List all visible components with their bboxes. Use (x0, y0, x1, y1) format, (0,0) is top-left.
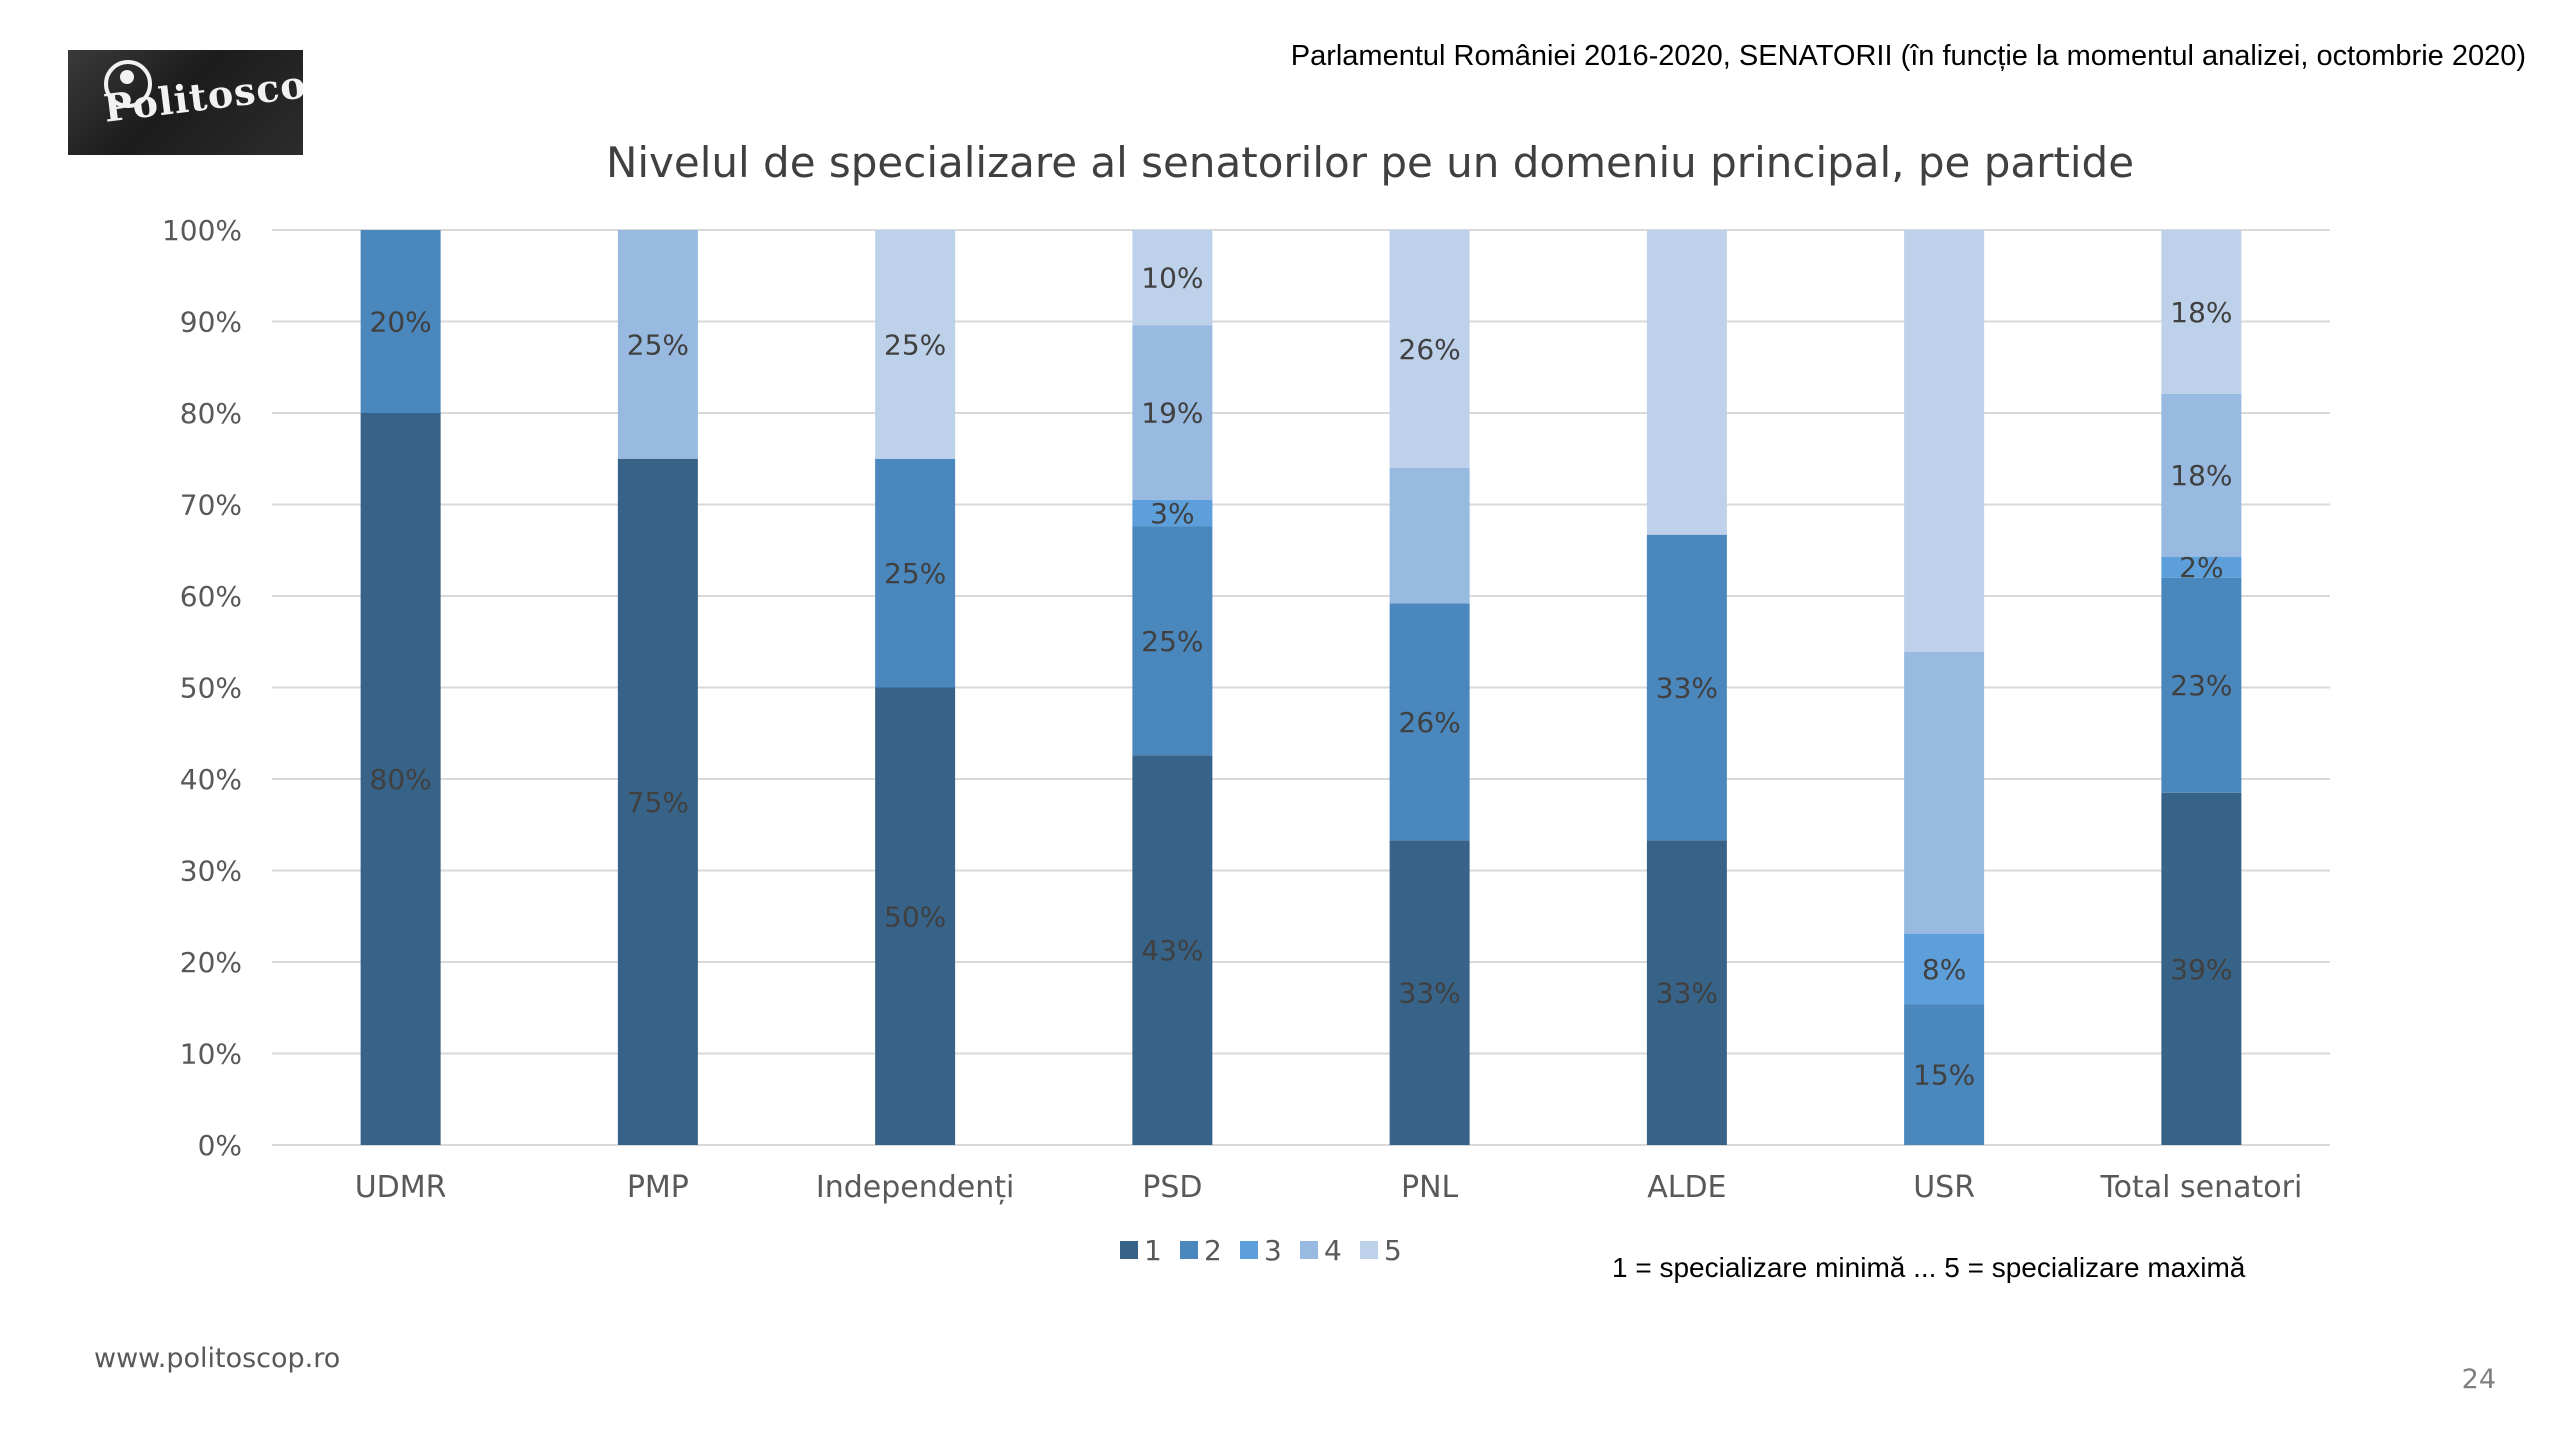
bar-segment (875, 458, 956, 688)
bar-segment (1646, 840, 1727, 1145)
data-label: 25% (627, 328, 689, 361)
bar-segment (2161, 556, 2242, 578)
y-tick-label: 10% (180, 1038, 242, 1071)
x-tick-label: PNL (1401, 1170, 1459, 1205)
bar-segment (1646, 230, 1727, 535)
data-label: 19% (1141, 397, 1203, 430)
x-tick-label: Independenți (816, 1170, 1015, 1205)
bar-segment (1132, 499, 1213, 527)
data-label: 25% (884, 557, 946, 590)
legend-swatch (1360, 1241, 1378, 1259)
bar-segment (1132, 526, 1213, 756)
y-tick-label: 70% (180, 489, 242, 522)
y-tick-label: 0% (198, 1129, 242, 1162)
bar-segment (1132, 230, 1213, 326)
bar-segment (1904, 651, 1985, 934)
y-tick-label: 90% (180, 306, 242, 339)
data-label: 18% (2170, 459, 2232, 492)
data-label: 20% (370, 306, 432, 339)
bar-segment (2161, 792, 2242, 1145)
bar-segment (2161, 393, 2242, 557)
bar-segment (2161, 230, 2242, 394)
legend-swatch (1120, 1241, 1138, 1259)
legend-swatch (1300, 1241, 1318, 1259)
legend-label: 2 (1204, 1234, 1222, 1267)
y-tick-label: 40% (180, 763, 242, 796)
footer-url[interactable]: www.politoscop.ro (94, 1343, 341, 1374)
bar-segment (1646, 534, 1727, 841)
data-label: 33% (1399, 977, 1461, 1010)
bar-segment (1904, 1004, 1985, 1145)
source-note: Parlamentul României 2016-2020, SENATORI… (1290, 40, 2526, 72)
data-label: 26% (1399, 706, 1461, 739)
bar-segment (360, 230, 441, 413)
data-label: 25% (1141, 625, 1203, 658)
data-label: 25% (884, 328, 946, 361)
x-tick-label: PSD (1142, 1170, 1202, 1205)
data-label: 43% (1141, 934, 1203, 967)
y-tick-label: 100% (162, 214, 242, 247)
y-tick-label: 80% (180, 397, 242, 430)
y-tick-label: 50% (180, 672, 242, 705)
data-label: 39% (2170, 953, 2232, 986)
y-tick-label: 30% (180, 855, 242, 888)
bar-segment (1904, 230, 1985, 652)
x-tick-label: USR (1913, 1170, 1975, 1205)
y-tick-label: 20% (180, 946, 242, 979)
data-label: 26% (1399, 333, 1461, 366)
data-label: 33% (1656, 672, 1718, 705)
data-label: 75% (627, 786, 689, 819)
data-label: 18% (2170, 296, 2232, 329)
bar-segment (1389, 467, 1470, 604)
data-label: 23% (2170, 669, 2232, 702)
camera-lens-icon (104, 60, 152, 108)
legend-label: 3 (1264, 1234, 1282, 1267)
x-tick-label: ALDE (1647, 1170, 1726, 1205)
bar-segment (1389, 840, 1470, 1145)
bar-segment (1904, 933, 1985, 1005)
bar-segment (1389, 230, 1470, 468)
page-number: 24 (2461, 1364, 2496, 1395)
legend-label: 1 (1144, 1234, 1162, 1267)
bar-segment (1132, 755, 1213, 1145)
data-label: 15% (1913, 1059, 1975, 1092)
legend-swatch (1240, 1241, 1258, 1259)
data-label: 10% (1141, 262, 1203, 295)
bar-segment (875, 230, 956, 459)
bar-segment (2161, 577, 2242, 793)
data-label: 50% (884, 900, 946, 933)
legend-label: 4 (1324, 1234, 1342, 1267)
legend-swatch (1180, 1241, 1198, 1259)
x-tick-label: UDMR (355, 1170, 447, 1205)
bar-segment (1132, 325, 1213, 500)
bar-segment (617, 230, 698, 459)
politoscop-logo: Politoscop (68, 50, 303, 155)
data-label: 2% (2179, 551, 2223, 584)
data-label: 80% (370, 763, 432, 796)
chart-title: Nivelul de specializare al senatorilor p… (605, 138, 2135, 187)
y-tick-label: 60% (180, 580, 242, 613)
x-tick-label: PMP (627, 1170, 689, 1205)
bar-segment (1389, 603, 1470, 841)
data-label: 8% (1922, 953, 1966, 986)
bar-segment (875, 687, 956, 1145)
x-tick-label: Total senatori (2099, 1170, 2302, 1205)
data-label: 3% (1150, 497, 1194, 530)
data-label: 33% (1656, 977, 1718, 1010)
legend-label: 5 (1384, 1234, 1402, 1267)
legend-note: 1 = specializare minimă ... 5 = speciali… (1612, 1252, 2246, 1283)
bar-segment (360, 413, 441, 1145)
bar-segment (617, 458, 698, 1145)
